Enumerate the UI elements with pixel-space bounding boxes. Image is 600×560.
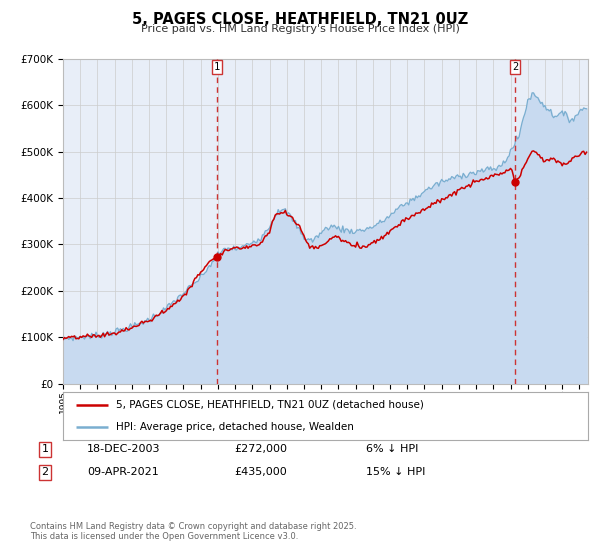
Text: This data is licensed under the Open Government Licence v3.0.: This data is licensed under the Open Gov… [30,532,298,541]
Text: HPI: Average price, detached house, Wealden: HPI: Average price, detached house, Weal… [115,422,353,432]
Text: 5, PAGES CLOSE, HEATHFIELD, TN21 0UZ (detached house): 5, PAGES CLOSE, HEATHFIELD, TN21 0UZ (de… [115,400,424,410]
Text: 2: 2 [41,467,49,477]
Text: Price paid vs. HM Land Registry's House Price Index (HPI): Price paid vs. HM Land Registry's House … [140,24,460,34]
Text: £435,000: £435,000 [234,467,287,477]
Text: 09-APR-2021: 09-APR-2021 [87,467,159,477]
Text: 5, PAGES CLOSE, HEATHFIELD, TN21 0UZ: 5, PAGES CLOSE, HEATHFIELD, TN21 0UZ [132,12,468,27]
Text: 1: 1 [41,444,49,454]
Text: 1: 1 [214,62,220,72]
Text: 18-DEC-2003: 18-DEC-2003 [87,444,161,454]
Text: 15% ↓ HPI: 15% ↓ HPI [366,467,425,477]
Text: Contains HM Land Registry data © Crown copyright and database right 2025.: Contains HM Land Registry data © Crown c… [30,522,356,531]
Text: £272,000: £272,000 [234,444,287,454]
Text: 6% ↓ HPI: 6% ↓ HPI [366,444,418,454]
Text: 2: 2 [512,62,518,72]
